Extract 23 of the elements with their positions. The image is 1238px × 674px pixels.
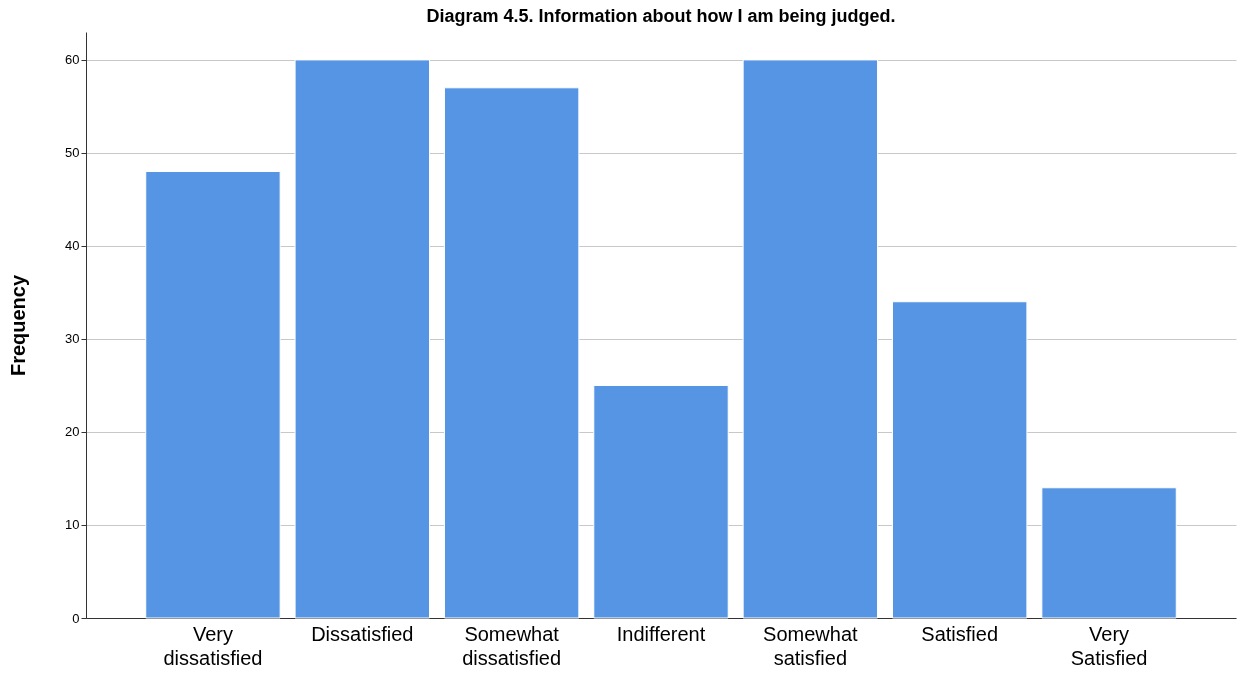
y-tick-label: 60 (65, 52, 80, 68)
bar (891, 301, 1028, 619)
x-tick-label: Dissatisfied (311, 622, 414, 645)
y-tick-label: 50 (65, 145, 80, 161)
y-tick-label: 10 (65, 517, 80, 533)
x-tick-label: Somewhat satisfied (763, 622, 859, 669)
y-axis-title: Frequency (7, 274, 30, 377)
bar (593, 384, 729, 619)
x-tick-label: Very Satisfied (1070, 622, 1148, 669)
bar (1041, 487, 1177, 619)
x-tick-label: Very dissatisfied (163, 622, 263, 669)
y-tick-label: 30 (65, 331, 80, 347)
y-tick-label: 20 (65, 424, 80, 440)
chart-title: Diagram 4.5. Information about how I am being judged. (426, 6, 896, 26)
y-tick-label: 40 (65, 238, 80, 254)
bar (145, 171, 281, 619)
bar (742, 59, 879, 619)
x-tick-label: Somewhat dissatisfied (462, 622, 562, 669)
x-tick-label: Indifferent (616, 622, 706, 645)
y-tick-label: 0 (72, 610, 80, 626)
bar (443, 87, 580, 619)
x-tick-label: Satisfied (921, 622, 999, 645)
bar (294, 59, 431, 619)
